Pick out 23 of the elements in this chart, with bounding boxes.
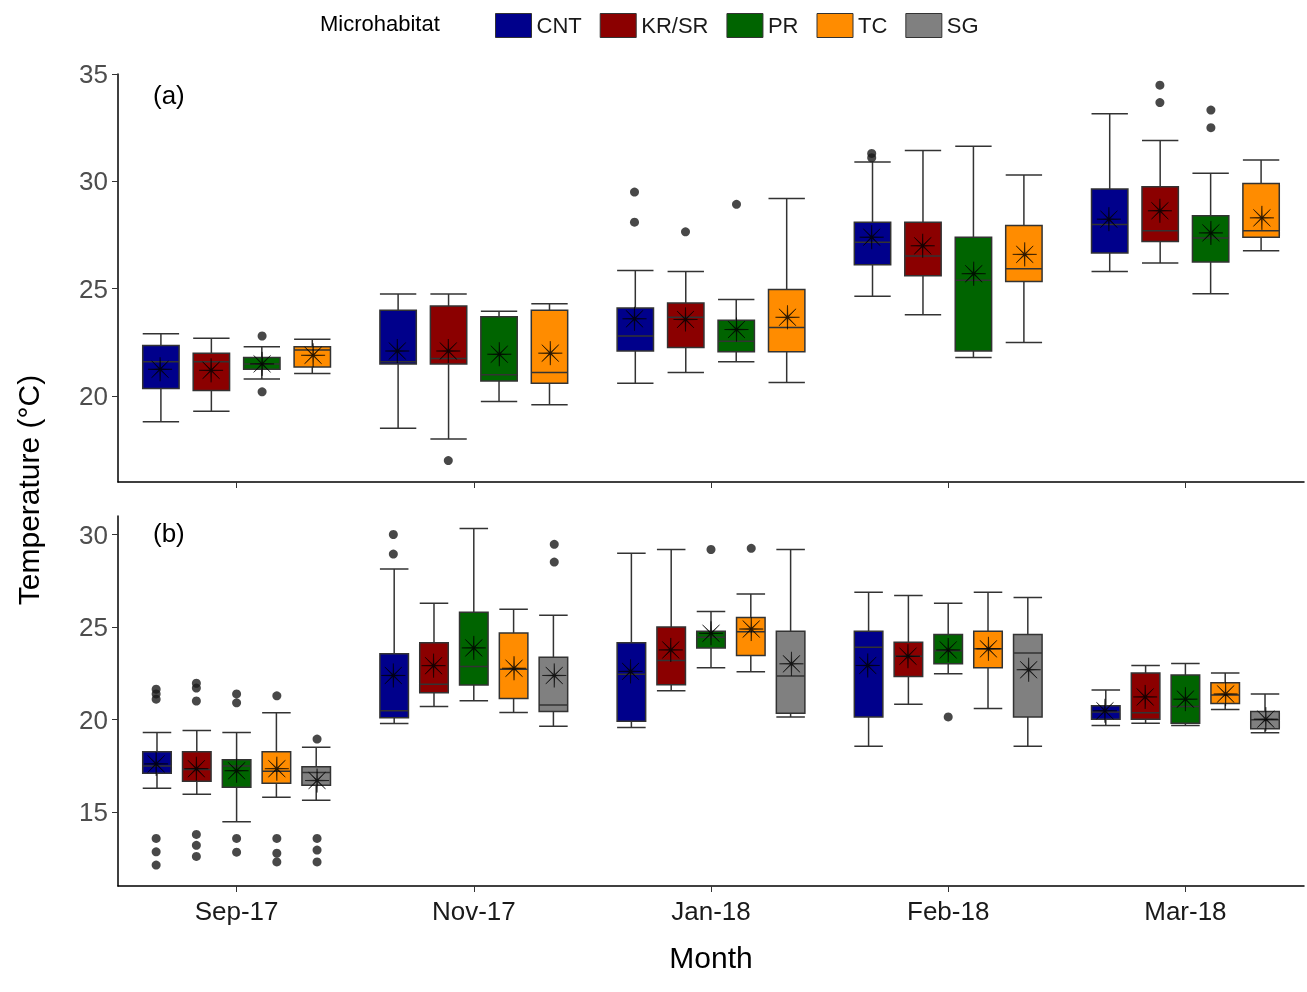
- x-axis-title: Month: [669, 940, 753, 974]
- y-tick-label: 20: [79, 381, 108, 412]
- legend-label: TC: [858, 13, 888, 38]
- x-tick-label: Sep-17: [194, 896, 279, 926]
- y-tick-label: 30: [79, 166, 108, 197]
- y-tick-label: 25: [79, 273, 108, 304]
- legend-title: Microhabitat: [320, 10, 440, 36]
- annotation: (a): [153, 80, 185, 110]
- y-tick-label: 25: [79, 612, 108, 642]
- y-axis-title: Temperature (°C): [11, 374, 45, 606]
- annotation: (b): [153, 518, 185, 548]
- x-tick-label: Feb-18: [907, 896, 990, 926]
- x-tick-label: Nov-17: [431, 896, 516, 926]
- legend-label: SG: [946, 13, 979, 38]
- x-tick-label: Mar-18: [1144, 896, 1227, 926]
- legend-label: CNT: [536, 13, 582, 38]
- y-tick-label: 20: [79, 704, 108, 735]
- x-tick-label: Jan-18: [671, 896, 751, 926]
- y-tick-label: 35: [79, 59, 108, 89]
- y-tick-label: 15: [79, 797, 108, 827]
- legend-label: PR: [767, 13, 799, 38]
- legend-label: KR/SR: [641, 13, 709, 38]
- y-tick-label: 30: [79, 519, 108, 550]
